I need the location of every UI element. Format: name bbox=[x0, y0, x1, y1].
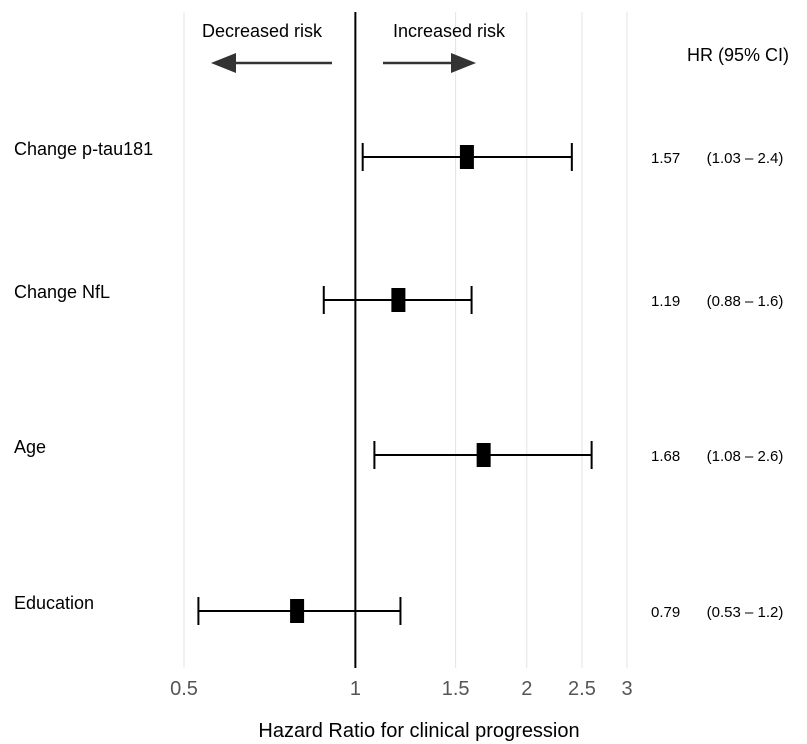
ci-value: (0.88 – 1.6) bbox=[707, 293, 784, 310]
ci-value: (1.08 – 2.6) bbox=[707, 448, 784, 465]
hr-column-header: HR (95% CI) bbox=[687, 45, 789, 65]
forest-row: Education 0.79 (0.53 – 1.2) bbox=[14, 593, 783, 625]
row-label: Change p-tau181 bbox=[14, 139, 153, 159]
row-label: Change NfL bbox=[14, 282, 110, 302]
x-tick-label: 1 bbox=[350, 678, 361, 700]
hr-point bbox=[459, 145, 474, 169]
decreased-risk-arrow bbox=[211, 53, 332, 73]
decreased-risk-label: Decreased risk bbox=[202, 21, 323, 41]
forest-row: Change p-tau181 1.57 (1.03 – 2.4) bbox=[14, 139, 783, 171]
forest-row: Change NfL 1.19 (0.88 – 1.6) bbox=[14, 282, 783, 314]
increased-risk-arrow bbox=[383, 53, 476, 73]
hr-point bbox=[290, 599, 305, 623]
x-tick-label: 2.5 bbox=[568, 678, 596, 700]
x-axis-ticks: 0.5 1 1.5 2 2.5 3 bbox=[170, 678, 632, 700]
x-tick-label: 3 bbox=[621, 678, 632, 700]
ci-value: (0.53 – 1.2) bbox=[707, 604, 784, 621]
x-tick-label: 0.5 bbox=[170, 678, 198, 700]
gridlines bbox=[183, 12, 628, 668]
hr-value: 1.68 bbox=[651, 448, 680, 465]
hr-value: 1.19 bbox=[651, 293, 680, 310]
forest-row: Age 1.68 (1.08 – 2.6) bbox=[14, 437, 783, 469]
forest-rows: Change p-tau181 1.57 (1.03 – 2.4) Change Nf… bbox=[14, 139, 783, 625]
ci-value: (1.03 – 2.4) bbox=[707, 150, 784, 167]
x-tick-label: 1.5 bbox=[442, 678, 470, 700]
hr-value: 0.79 bbox=[651, 604, 680, 621]
hr-point bbox=[391, 288, 406, 312]
increased-risk-label: Increased risk bbox=[393, 21, 506, 41]
hr-point bbox=[476, 443, 491, 467]
row-label: Education bbox=[14, 593, 94, 613]
x-axis-title: Hazard Ratio for clinical progression bbox=[258, 720, 579, 742]
row-label: Age bbox=[14, 437, 46, 457]
hr-value: 1.57 bbox=[651, 150, 680, 167]
x-tick-label: 2 bbox=[521, 678, 532, 700]
